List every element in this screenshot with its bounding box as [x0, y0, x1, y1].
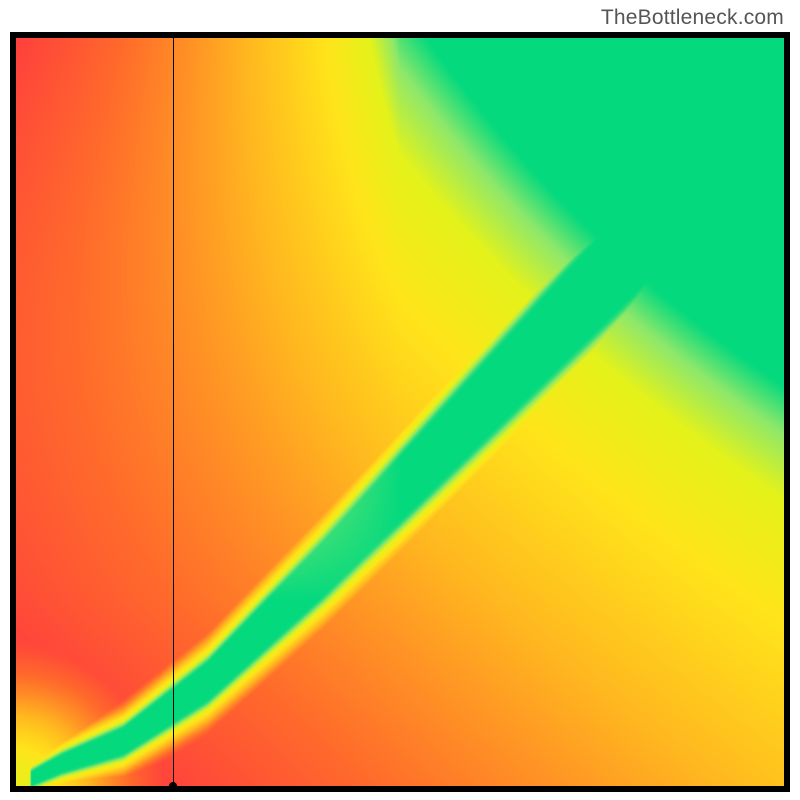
heatmap-canvas — [16, 38, 784, 786]
heatmap-frame — [10, 32, 790, 792]
crosshair-marker-dot — [169, 782, 177, 790]
crosshair-vertical — [173, 38, 174, 786]
watermark-text: TheBottleneck.com — [601, 6, 784, 30]
